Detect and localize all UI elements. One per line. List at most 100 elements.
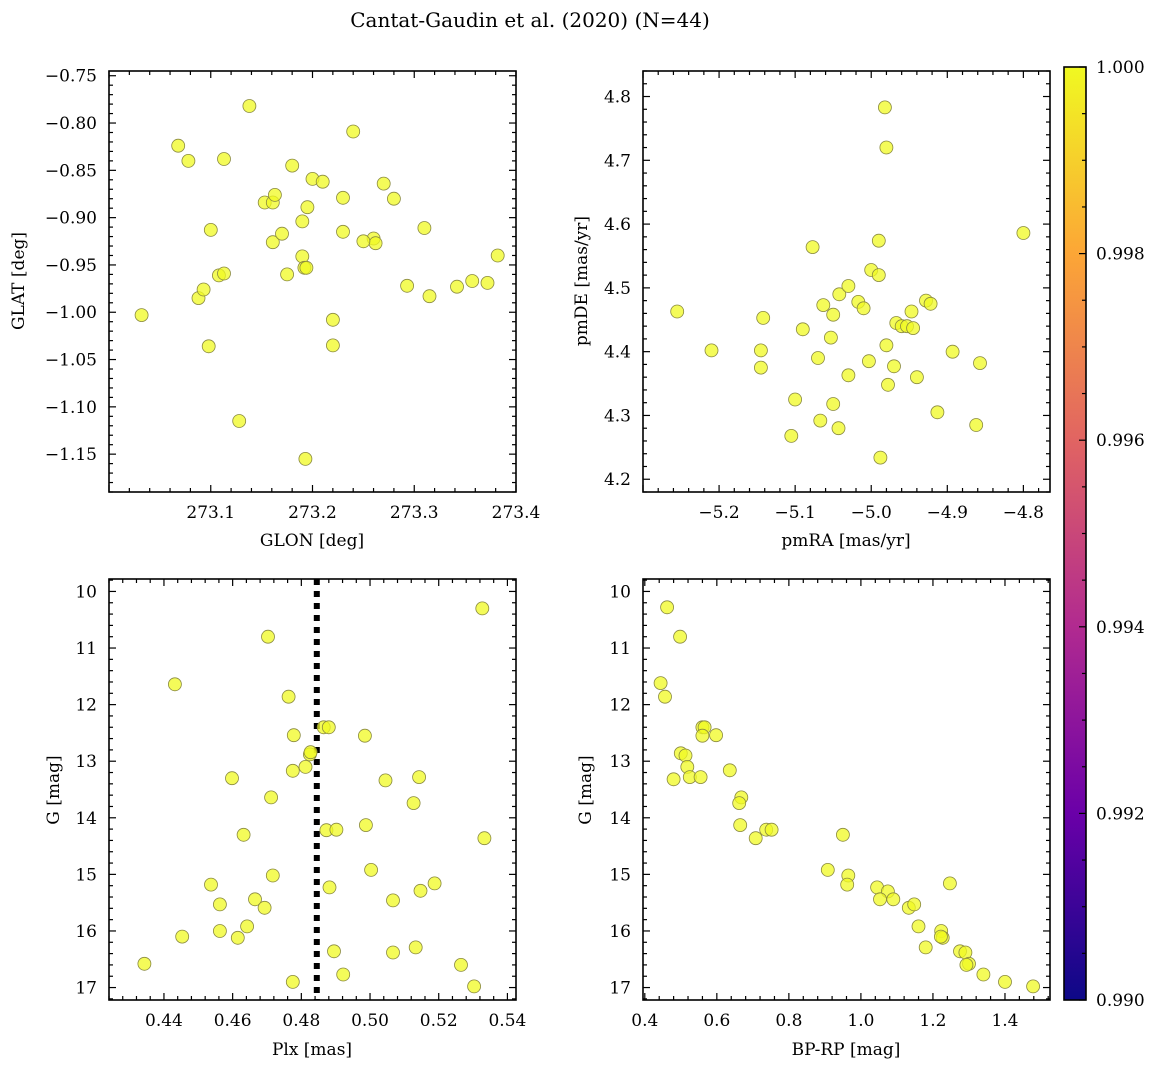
plx-g-point: [477, 831, 492, 846]
pmra-pmde-xlabel: pmRA [mas/yr]: [781, 531, 910, 551]
plx-g-point: [212, 924, 227, 938]
glon-glat-ytick-label: −1.05: [45, 351, 97, 371]
plx-g-point: [406, 796, 421, 810]
pmra-pmde-point: [862, 354, 876, 369]
plx-g-ytick-label: 12: [75, 696, 97, 716]
bprp-g-ytick-label: 16: [609, 922, 631, 942]
plx-g-point: [427, 876, 442, 891]
plx-g-frame: [108, 578, 517, 1001]
bprp-g-xlabel: BP-RP [mag]: [792, 1040, 901, 1060]
bprp-g-xtick-label: 0.4: [631, 1011, 658, 1031]
plx-g-point: [358, 818, 373, 832]
glon-glat-ytick-label: −0.90: [45, 209, 97, 229]
pmra-pmde-frame: [642, 70, 1051, 493]
pmra-pmde-point: [754, 360, 768, 375]
bprp-g-point: [934, 929, 948, 944]
plx-g-point: [364, 863, 379, 877]
glon-glat-point: [336, 190, 350, 205]
plx-g-points: [137, 601, 492, 994]
bprp-g-ytick-label: 15: [609, 865, 631, 885]
bprp-g-point: [748, 831, 763, 846]
plx-g-ytick-label: 11: [75, 639, 97, 659]
plx-g-point: [230, 930, 245, 945]
pmra-pmde-point: [795, 322, 810, 337]
plx-g-point: [286, 728, 301, 743]
pmra-pmde-point: [879, 338, 894, 353]
figure-title: Cantat-Gaudin et al. (2020) (N=44): [350, 8, 710, 32]
pmra-pmde-point: [826, 307, 841, 322]
glon-glat-point: [368, 236, 383, 251]
pmra-pmde-point: [973, 356, 987, 371]
pmra-pmde-point: [670, 304, 685, 319]
plx-g-point: [454, 958, 468, 972]
plx-g-point: [264, 790, 279, 805]
bprp-g-point: [660, 600, 674, 615]
bprp-g-point: [998, 975, 1012, 989]
glon-glat-point: [325, 312, 340, 327]
glon-glat-ytick-label: −0.80: [45, 114, 97, 134]
glon-glat-point: [299, 260, 314, 275]
glon-glat-xtick-label: 273.3: [390, 503, 439, 523]
plx-g-point: [225, 771, 239, 786]
pmra-pmde-point: [910, 370, 924, 385]
plx-g-point: [336, 967, 351, 982]
glon-glat-xtick-label: 273.4: [492, 503, 541, 523]
bprp-g-point: [886, 892, 901, 907]
plx-g-xtick-label: 0.46: [214, 1011, 252, 1031]
plx-g-point: [303, 745, 318, 760]
pmra-pmde-point: [904, 304, 919, 319]
glon-glat-point: [280, 267, 295, 282]
colorbar-tick-label: 0.996: [1096, 431, 1145, 451]
bprp-g-ytick-label: 11: [609, 639, 631, 659]
glon-glat-point: [356, 234, 371, 249]
bprp-g-ylabel: G [mag]: [576, 755, 596, 824]
pmra-pmde-point: [805, 240, 820, 255]
glon-glat-points: [134, 99, 505, 466]
pmra-pmde-ylabel: pmDE [mas/yr]: [572, 216, 592, 346]
panel-plx-g: 0.44 0.46 0.48 0.50 0.52 0.54 10 11 12 13 14 15 16 17…: [44, 578, 526, 1060]
pmra-pmde-point: [945, 344, 960, 359]
panel-glon-glat: 273.1 273.2 273.3 273.4 −0.75 −0.80 −0.85 −0.90…: [9, 67, 540, 551]
plx-g-point: [298, 760, 313, 774]
pmra-pmde-point: [969, 418, 984, 432]
pmra-pmde-ytick-label: 4.5: [604, 279, 631, 299]
bprp-g-point: [873, 892, 887, 907]
bprp-g-point: [722, 763, 737, 778]
bprp-g-point: [840, 877, 855, 892]
pmra-pmde-point: [813, 413, 828, 428]
plx-g-point: [412, 770, 427, 784]
glon-glat-ytick-label: −1.15: [45, 445, 97, 465]
bprp-g-point: [678, 748, 693, 763]
bprp-g-point: [695, 728, 710, 743]
colorbar-tick-label: 0.994: [1096, 618, 1145, 638]
glon-glat-ticks: 273.1 273.2 273.3 273.4 −0.75 −0.80 −0.85 −0.90…: [45, 67, 540, 523]
pmra-pmde-ytick-label: 4.4: [604, 343, 631, 363]
bprp-g-point: [732, 796, 747, 810]
bprp-g-point: [976, 967, 991, 982]
pmra-pmde-ytick-label: 4.2: [604, 470, 631, 490]
pmra-pmde-point: [784, 428, 799, 443]
glon-glat-point: [346, 124, 361, 139]
pmra-pmde-point: [826, 397, 841, 411]
plx-g-point: [285, 763, 300, 778]
plx-g-point: [285, 975, 300, 989]
glon-glat-ytick-label: −0.85: [45, 161, 97, 181]
plx-g-point: [413, 883, 428, 898]
colorbar-tick-label: 0.990: [1096, 991, 1145, 1011]
plx-g-point: [257, 900, 272, 915]
glon-glat-ytick-label: −1.00: [45, 303, 97, 323]
pmra-pmde-point: [879, 140, 894, 155]
bprp-g-point: [836, 827, 850, 842]
plx-g-point: [357, 728, 372, 743]
colorbar: 0.990 0.992 0.994 0.996 0.998 1.000: [1063, 58, 1145, 1011]
bprp-g-point: [653, 676, 668, 690]
plx-g-point: [137, 956, 152, 971]
panel-bprp-g: 0.4 0.6 0.8 1.0 1.2 1.4 10 11 12 13 14 15 16 17 BP-RP…: [576, 578, 1051, 1060]
glon-glat-point: [275, 226, 289, 241]
pmra-pmde-xtick-label: −5.2: [698, 503, 739, 523]
pmra-pmde-point: [704, 343, 719, 358]
bprp-g-point: [943, 876, 957, 891]
glon-glat-ytick-label: −0.75: [45, 67, 97, 87]
glon-glat-frame: [108, 70, 517, 493]
plx-g-ytick-label: 15: [75, 865, 97, 885]
